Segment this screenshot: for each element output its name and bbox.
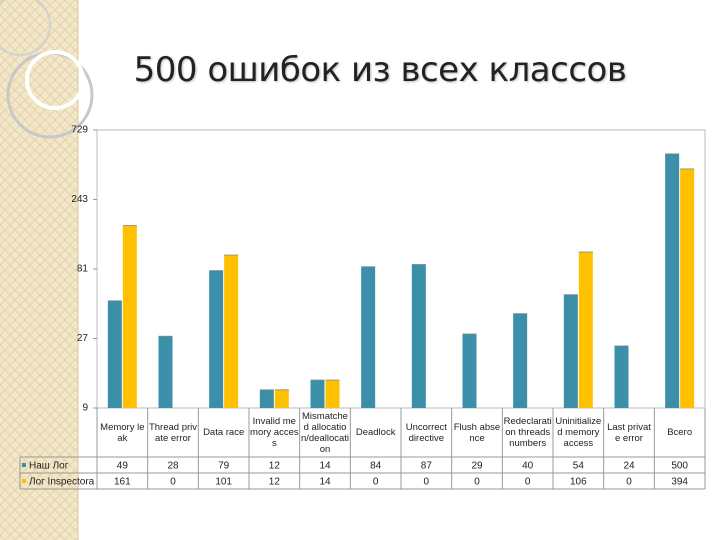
y-tick-label: 81 [77, 264, 89, 275]
bar [411, 264, 426, 408]
table-value: 14 [319, 477, 331, 488]
table-value: 84 [370, 461, 382, 472]
table-value: 24 [623, 461, 635, 472]
legend-key [22, 479, 26, 483]
legend-label: Наш Лог [29, 461, 69, 472]
bar [462, 333, 477, 408]
bar [325, 380, 340, 408]
x-tick-label: Uninitialized memory access [555, 416, 602, 449]
bar [274, 389, 289, 408]
bar [614, 345, 629, 408]
bar [310, 380, 325, 408]
table-value: 0 [525, 477, 531, 488]
bar [209, 270, 224, 408]
x-tick-label: Thread private error [148, 421, 198, 444]
x-tick-label: Memory leak [100, 421, 145, 444]
bar [513, 313, 528, 408]
bar [665, 153, 680, 408]
table-value: 106 [570, 477, 587, 488]
x-tick-label: Всего [667, 427, 693, 438]
bar [578, 251, 593, 408]
x-tick-label: Flush absence [453, 421, 501, 444]
x-tick-label: Deadlock [355, 427, 396, 438]
decor-strip [0, 0, 78, 540]
bar [680, 168, 695, 408]
table-value: 87 [421, 461, 433, 472]
bar [361, 266, 376, 408]
table-value: 12 [269, 477, 281, 488]
x-tick-label: Mismatched allocation/deallocation [300, 410, 350, 455]
x-tick-label: Data race [203, 427, 245, 438]
plot-frame [96, 129, 706, 409]
table-value: 40 [522, 461, 534, 472]
x-tick-label: Invalid memory access [250, 416, 299, 449]
table-value: 14 [319, 461, 331, 472]
table-value: 54 [573, 461, 585, 472]
table-value: 49 [117, 461, 129, 472]
table-value: 0 [170, 477, 176, 488]
y-tick-label: 729 [71, 125, 88, 136]
table-value: 28 [167, 461, 179, 472]
table-value: 394 [671, 477, 688, 488]
table-value: 500 [671, 461, 688, 472]
table-value: 0 [626, 477, 632, 488]
table-value: 161 [114, 477, 131, 488]
table-value: 0 [424, 477, 430, 488]
bar [122, 225, 137, 408]
bar [224, 255, 239, 408]
bar [259, 389, 274, 408]
table-value: 29 [471, 461, 483, 472]
table-value: 79 [218, 461, 230, 472]
table-value: 12 [269, 461, 281, 472]
x-tick-label: Uncorrect directive [405, 421, 447, 444]
y-tick-label: 27 [77, 333, 89, 344]
legend-key [22, 463, 26, 467]
table-value: 0 [474, 477, 480, 488]
x-tick-label: Last private error [607, 421, 651, 444]
table-value: 0 [373, 477, 379, 488]
chart-title: 500 ошибок из всех классов [133, 50, 627, 90]
y-tick-label: 243 [71, 194, 88, 205]
bar [107, 300, 122, 408]
table-value: 101 [215, 477, 232, 488]
bar [158, 336, 173, 408]
decor-circle [25, 50, 85, 110]
decor-circle [0, 0, 51, 56]
bar [563, 294, 578, 408]
x-tick-label: Redeclaration threads numbers [503, 416, 552, 449]
y-tick-label: 9 [82, 403, 88, 414]
legend-label: Лог Inspectora [29, 477, 95, 488]
